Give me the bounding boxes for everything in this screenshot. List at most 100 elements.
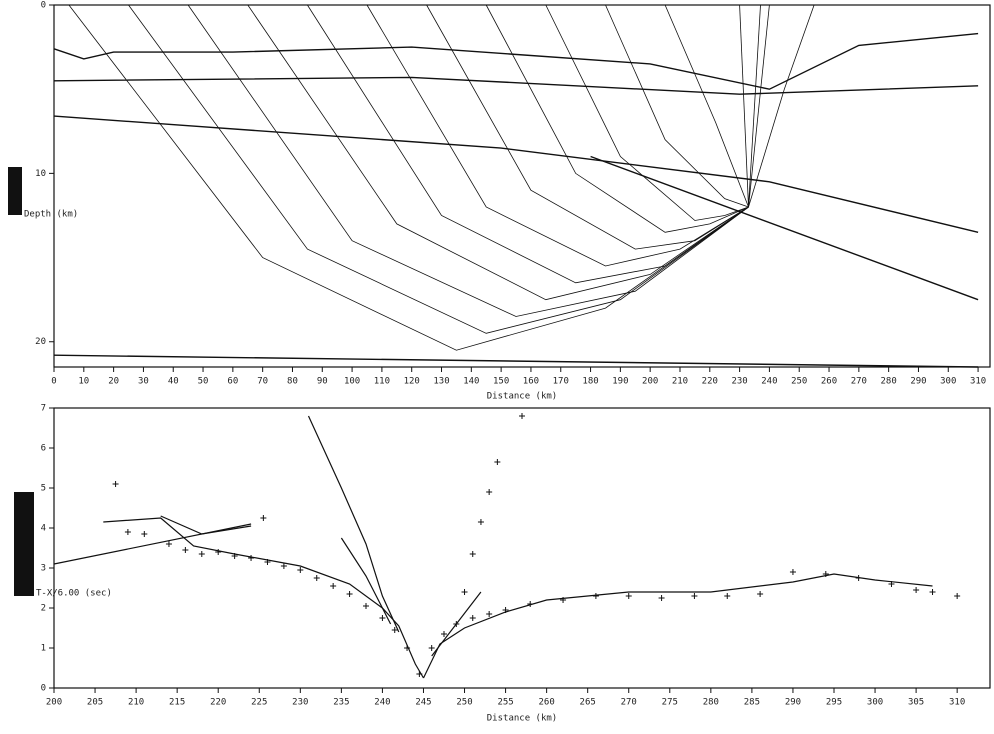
- x-tick-label: 280: [703, 698, 719, 708]
- y-tick-label: 4: [41, 524, 46, 534]
- x-tick-label: 300: [940, 377, 956, 387]
- calculated-curve: [340, 537, 392, 625]
- x-tick-label: 205: [87, 698, 103, 708]
- observed-pick: [691, 593, 698, 599]
- observed-pick: [527, 601, 534, 607]
- observed-pick: [346, 591, 353, 597]
- layer-boundary: [53, 32, 979, 90]
- x-tick-label: 140: [463, 377, 479, 387]
- ray-path: [605, 4, 749, 208]
- observed-pick: [486, 611, 493, 617]
- observed-pick: [280, 563, 287, 569]
- x-tick-label: 210: [672, 377, 688, 387]
- observed-pick: [724, 593, 731, 599]
- observed-pick: [929, 589, 936, 595]
- observed-pick: [913, 587, 920, 593]
- x-tick-label: 285: [744, 698, 760, 708]
- x-tick-label: 80: [287, 377, 298, 387]
- observed-pick: [264, 559, 271, 565]
- observed-pick: [404, 645, 411, 651]
- observed-pick: [502, 607, 509, 613]
- layer-boundary: [590, 155, 979, 301]
- y-tick-label: 1: [41, 644, 46, 654]
- x-tick-label: 170: [553, 377, 569, 387]
- observed-pick: [757, 591, 764, 597]
- plot-frame: [53, 4, 991, 368]
- x-tick-label: 220: [210, 698, 226, 708]
- x-tick-label: 275: [662, 698, 678, 708]
- x-tick-label: 250: [791, 377, 807, 387]
- x-tick-label: 305: [908, 698, 924, 708]
- x-tick-label: 200: [642, 377, 658, 387]
- ray-path: [247, 4, 749, 301]
- x-tick-label: 120: [404, 377, 420, 387]
- observed-pick: [625, 593, 632, 599]
- observed-pick: [888, 581, 895, 587]
- observed-pick: [215, 549, 222, 555]
- x-tick-label: 150: [493, 377, 509, 387]
- x-tick-label: 180: [582, 377, 598, 387]
- x-tick-label: 210: [128, 698, 144, 708]
- x-tick-label: 245: [415, 698, 431, 708]
- observed-pick: [297, 567, 304, 573]
- observed-pick: [954, 593, 961, 599]
- calculated-curve: [422, 573, 933, 679]
- observed-pick: [441, 631, 447, 637]
- ray-path: [739, 4, 749, 208]
- x-tick-label: 290: [785, 698, 801, 708]
- observed-pick: [461, 589, 468, 595]
- ray-path: [748, 4, 770, 208]
- y-tick-label: 10: [35, 169, 46, 179]
- observed-pick: [519, 413, 525, 419]
- observed-pick: [112, 481, 119, 487]
- ray-path: [748, 4, 761, 208]
- x-tick-label: 300: [867, 698, 883, 708]
- calculated-curve: [53, 523, 252, 565]
- x-tick-label: 110: [374, 377, 390, 387]
- x-tick-label: 40: [168, 377, 179, 387]
- observed-pick: [789, 569, 796, 575]
- x-tick-label: 310: [949, 698, 965, 708]
- x-axis-label: Distance (km): [487, 392, 557, 402]
- x-tick-label: 265: [580, 698, 596, 708]
- ray-path: [366, 4, 749, 267]
- x-axis-label: Distance (km): [487, 714, 557, 724]
- observed-pick: [469, 551, 476, 557]
- observed-pick: [822, 571, 829, 577]
- y-tick-label: 7: [41, 404, 46, 414]
- layer-boundary: [53, 354, 979, 368]
- observed-pick: [592, 593, 599, 599]
- plot-frame: [53, 407, 991, 689]
- y-axis-label: T-X/6.00 (sec): [36, 589, 112, 599]
- x-tick-label: 190: [612, 377, 628, 387]
- x-tick-label: 90: [317, 377, 328, 387]
- x-tick-label: 10: [78, 377, 89, 387]
- x-tick-label: 220: [702, 377, 718, 387]
- ray-path: [545, 4, 749, 221]
- observed-pick: [486, 489, 493, 495]
- x-tick-label: 230: [731, 377, 747, 387]
- x-tick-label: 235: [333, 698, 349, 708]
- y-tick-label: 6: [41, 444, 46, 454]
- x-tick-label: 200: [46, 698, 62, 708]
- x-tick-label: 240: [374, 698, 390, 708]
- observed-pick: [165, 541, 172, 547]
- ray-path: [664, 4, 749, 208]
- x-tick-label: 100: [344, 377, 360, 387]
- x-tick-label: 30: [138, 377, 149, 387]
- x-tick-label: 255: [497, 698, 513, 708]
- observed-pick: [198, 551, 205, 557]
- x-tick-label: 0: [51, 377, 56, 387]
- x-tick-label: 160: [523, 377, 539, 387]
- layer-boundary: [53, 115, 979, 233]
- observed-pick: [231, 553, 238, 559]
- observed-pick: [182, 547, 189, 553]
- observed-pick: [453, 621, 460, 627]
- x-tick-label: 70: [257, 377, 268, 387]
- x-tick-label: 270: [621, 698, 637, 708]
- observed-pick: [391, 627, 398, 633]
- ray-path: [307, 4, 749, 284]
- x-tick-label: 130: [433, 377, 449, 387]
- scan-artifact: [8, 167, 22, 215]
